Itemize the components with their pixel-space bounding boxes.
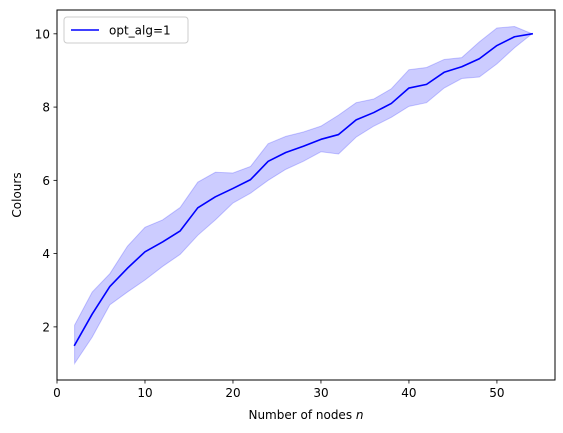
legend-label-opt-alg-1: opt_alg=1 — [109, 24, 171, 38]
series-0-point — [461, 66, 462, 67]
series-0-point — [391, 103, 392, 104]
axes-frame — [56, 9, 556, 381]
series-0-point — [373, 112, 374, 113]
x-tick-label: 20 — [225, 386, 240, 400]
series-0-point — [426, 84, 427, 85]
x-axis-label: Number of nodes n — [248, 408, 363, 422]
y-axis-label: Colours — [10, 172, 24, 217]
series-0-point — [197, 207, 198, 208]
series-0-point — [496, 45, 497, 46]
y-tick-label: 8 — [42, 101, 50, 115]
legend-box — [63, 16, 189, 44]
y-tick-label: 6 — [42, 174, 50, 188]
series-0-point — [109, 286, 110, 287]
series-0-confidence-band — [74, 25, 534, 366]
series-0-point — [514, 36, 515, 37]
series-0-point — [320, 139, 321, 140]
series-0-point — [144, 251, 145, 252]
series-0-point — [92, 313, 93, 314]
series-0-point — [532, 33, 533, 34]
x-axis-label-text: Number of nodes — [248, 408, 352, 422]
series-0-mean-line — [73, 32, 534, 347]
y-tick-label: 2 — [42, 320, 50, 334]
x-tick-label: 40 — [401, 386, 416, 400]
y-tick-label: 10 — [35, 27, 50, 41]
x-axis-label-variable: n — [356, 408, 364, 422]
series-0-point — [285, 152, 286, 153]
plot-layer — [73, 25, 534, 366]
series-0-point — [215, 196, 216, 197]
series-0-point — [74, 345, 75, 346]
series-0-point — [408, 87, 409, 88]
series-0-point — [127, 268, 128, 269]
x-tick-label: 10 — [137, 386, 152, 400]
series-0-point — [268, 161, 269, 162]
series-0-point — [180, 230, 181, 231]
legend: opt_alg=1 — [63, 16, 189, 44]
x-tick-label: 30 — [313, 386, 328, 400]
x-tick-label: 50 — [489, 386, 504, 400]
series-0-point — [338, 134, 339, 135]
series-0-point — [356, 119, 357, 120]
series-0-point — [479, 58, 480, 59]
series-0-point — [250, 179, 251, 180]
x-tick-label: 0 — [53, 386, 61, 400]
series-0-point — [162, 241, 163, 242]
series-0-point — [303, 146, 304, 147]
ticks-layer: 0 10 20 30 40 50 2 4 6 8 10 — [35, 27, 505, 400]
y-tick-label: 4 — [42, 247, 50, 261]
series-0-point — [232, 188, 233, 189]
series-0-point — [444, 72, 445, 73]
